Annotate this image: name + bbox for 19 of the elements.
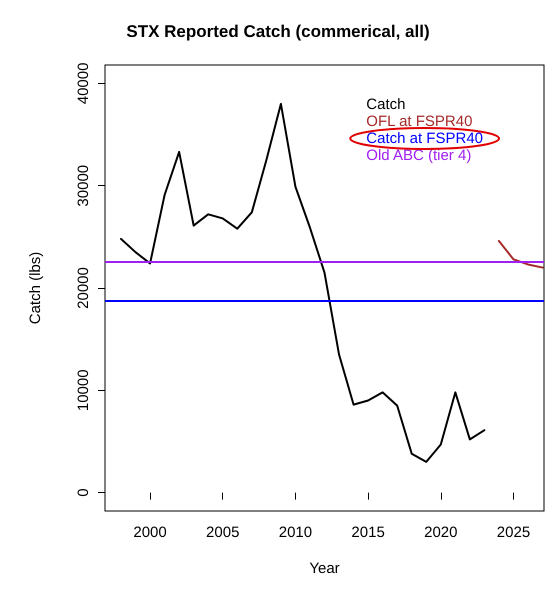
- y-tick-label: 0: [75, 488, 92, 497]
- y-tick-label: 30000: [75, 164, 92, 207]
- line-series: [498, 240, 544, 269]
- chart-title: STX Reported Catch (commerical, all): [126, 22, 430, 41]
- text: Catch: [366, 96, 406, 113]
- x-tick-label: 2015: [351, 524, 385, 541]
- text: OFL at FSPR40: [366, 113, 472, 130]
- ref-line-label: Catch at FSPR40: [366, 130, 483, 147]
- x-tick-label: 2020: [424, 524, 458, 541]
- y-axis-title: Catch (lbs): [27, 252, 44, 324]
- ref-line-label: Old ABC (tier 4): [366, 147, 472, 164]
- x-axis-title: Year: [309, 560, 340, 577]
- x-tick-label: 2010: [278, 524, 312, 541]
- x-tick-label: 2025: [496, 524, 530, 541]
- y-tick-label: 20000: [75, 267, 92, 309]
- x-tick-label: 2005: [206, 524, 240, 541]
- y-tick-label: 40000: [75, 62, 92, 104]
- y-tick-label: 10000: [75, 369, 92, 412]
- x-tick-label: 2000: [133, 524, 167, 541]
